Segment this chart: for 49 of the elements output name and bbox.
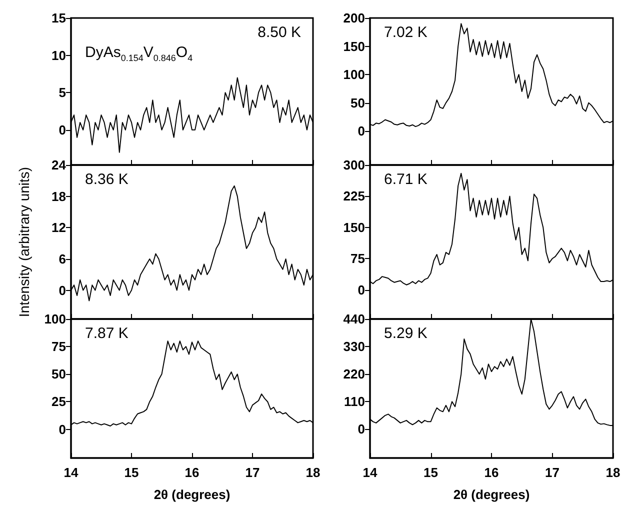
y-tick-label: 220 [343,366,365,382]
x-tick-label: 15 [424,465,438,480]
y-tick-label: 150 [343,220,365,235]
y-tick-label: 10 [52,48,66,63]
y-tick-label: 0 [358,124,365,139]
y-tick-label: 440 [343,312,365,326]
annotation: 7.87 K [85,325,128,342]
y-tick-label: 75 [350,251,365,266]
y-tick-label: 6 [58,251,66,266]
y-tick-label: 50 [52,366,66,382]
y-axis-title: Intensity (arbitrary units) [16,166,32,318]
y-tick-label: 25 [52,394,66,410]
annotation: 5.29 K [384,325,428,342]
y-tick-label: 12 [52,220,66,236]
annotation: 8.50 K [258,24,301,41]
y-tick-label: 200 [343,10,365,26]
y-tick-label: 100 [44,312,66,326]
y-tick-label: 225 [343,188,365,204]
annotation: 6.71 K [384,171,428,188]
annotation: 7.02 K [384,24,428,41]
y-tick-label: 5 [58,85,66,100]
x-tick-label: 18 [306,465,320,480]
y-tick-label: 150 [343,38,365,54]
y-tick-label: 110 [344,394,365,410]
y-tick-label: 0 [58,422,66,437]
y-tick-label: 330 [343,339,365,354]
x-axis-title: 2θ (degrees) [154,487,230,502]
x-tick-label: 17 [545,465,560,480]
y-tick-label: 0 [358,282,365,298]
x-tick-label: 18 [606,465,620,480]
x-tick-label: 14 [362,465,378,480]
y-tick-label: 100 [343,67,365,82]
y-tick-label: 15 [52,10,66,26]
y-tick-label: 75 [52,339,66,354]
y-tick-label: 24 [52,158,67,172]
x-tick-label: 14 [64,465,79,480]
y-tick-label: 0 [358,422,365,437]
y-tick-label: 50 [350,95,365,110]
x-tick-label: 16 [184,465,200,480]
x-tick-label: 17 [245,465,260,480]
y-tick-label: 0 [58,282,66,298]
x-axis-title: 2θ (degrees) [453,487,530,502]
annotation: 8.36 K [85,171,128,188]
annotation: DyAs$_{0.154}$V$_{0.846}$O$_{4}$ [85,44,193,63]
x-tick-label: 16 [484,465,499,480]
y-tick-label: 18 [52,188,66,204]
y-tick-label: 300 [343,158,365,172]
x-tick-label: 15 [124,465,139,480]
y-tick-label: 0 [58,122,66,138]
